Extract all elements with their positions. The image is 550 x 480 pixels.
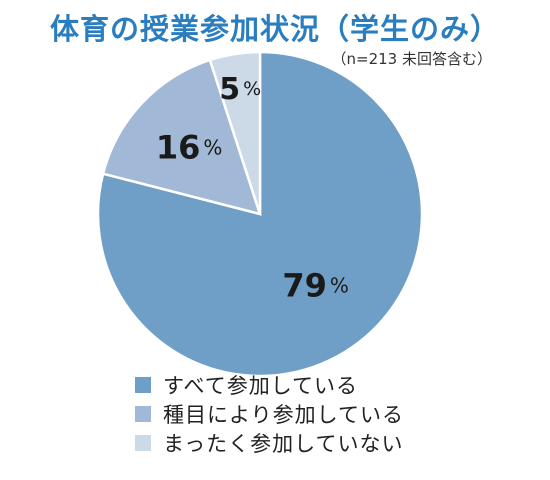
slice-value-label-1: 79%	[282, 267, 349, 305]
legend-swatch	[135, 376, 151, 393]
pie-slice-3	[208, 50, 262, 215]
legend-swatch	[135, 434, 151, 451]
slice-value-label-2: 16%	[156, 128, 223, 166]
legend-label: すべて参加している	[163, 373, 359, 398]
chart-title: 体育の授業参加状況（学生のみ）	[49, 12, 500, 46]
legend-item-2: 種目により参加している	[135, 400, 404, 427]
legend-item-1: すべて参加している	[135, 371, 404, 398]
slice-value-label-3: 5%	[219, 72, 261, 107]
chart-subtitle: （n=213 未回答含む）	[331, 50, 492, 68]
pie-slice-2	[101, 58, 262, 216]
legend-label: まったく参加していない	[163, 431, 404, 456]
legend-label: 種目により参加している	[163, 402, 404, 427]
legend: すべて参加している種目により参加している まったく参加していない	[135, 371, 404, 458]
legend-item-3: まったく参加していない	[135, 429, 404, 456]
legend-swatch	[135, 405, 151, 422]
